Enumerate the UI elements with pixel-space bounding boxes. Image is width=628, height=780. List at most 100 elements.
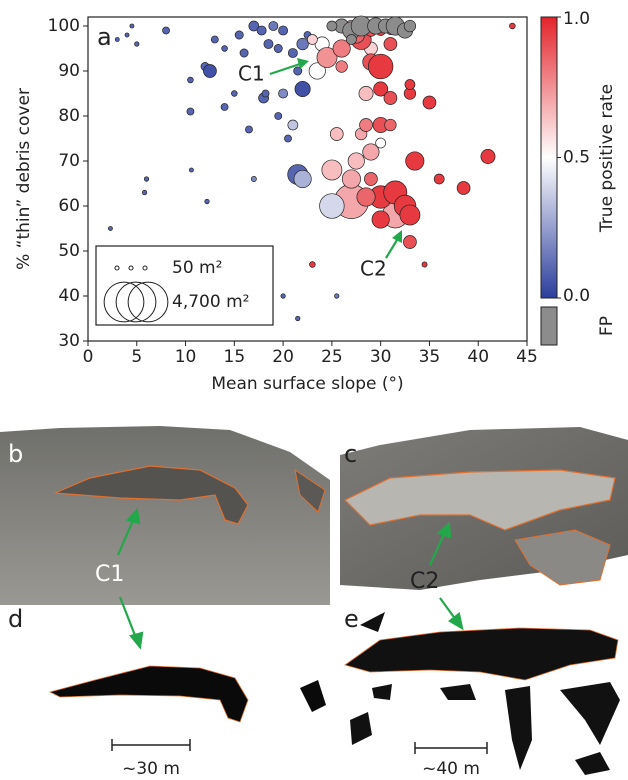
point: [274, 112, 283, 120]
colorbar-tick-label: 0.5: [563, 148, 590, 168]
colorbar: [540, 16, 558, 299]
x-tick-label: 5: [131, 347, 142, 367]
y-tick-label: 50: [58, 241, 80, 261]
x-tick-label: 40: [467, 347, 489, 367]
point: [114, 37, 120, 42]
point: [383, 91, 398, 105]
point: [358, 86, 374, 101]
point: [250, 176, 257, 182]
panel-label: e: [344, 605, 359, 633]
point: [273, 44, 283, 53]
point: [309, 261, 316, 268]
point: [295, 315, 301, 322]
point: [294, 80, 311, 98]
point: [316, 47, 338, 68]
point: [319, 193, 345, 219]
legend-label: 50 m²: [172, 258, 222, 278]
point: [332, 39, 351, 58]
x-tick-label: 30: [370, 347, 392, 367]
x-tick-label: 0: [83, 347, 94, 367]
y-tick-label: 60: [58, 196, 80, 216]
point: [364, 172, 378, 186]
point: [341, 169, 361, 189]
photo-c: [340, 427, 628, 590]
panel-label: c: [344, 440, 357, 468]
point: [287, 119, 299, 131]
point: [375, 137, 387, 149]
arrow: [385, 239, 398, 259]
point: [403, 235, 417, 249]
photo-b: [0, 426, 330, 605]
fp-point: [346, 34, 357, 45]
point: [141, 189, 148, 196]
point: [261, 89, 270, 98]
point: [284, 134, 292, 143]
legend-symbol: [115, 281, 157, 323]
panel-label: b: [8, 440, 23, 468]
point: [210, 35, 219, 44]
panel-label: d: [8, 605, 23, 633]
x-tick-label: 25: [321, 347, 343, 367]
annotation: C2: [360, 257, 387, 281]
point: [335, 60, 348, 73]
point: [268, 21, 279, 31]
x-axis-label: Mean surface slope (°): [211, 374, 403, 394]
point: [404, 79, 416, 90]
point: [143, 176, 150, 182]
point: [362, 143, 380, 161]
point: [421, 261, 428, 268]
mask-e: [344, 612, 620, 775]
point: [256, 25, 267, 36]
legend-label: 4,700 m²: [172, 292, 249, 312]
arrow: [269, 62, 301, 76]
point: [245, 125, 253, 134]
x-tick-label: 20: [272, 347, 294, 367]
point: [329, 127, 344, 141]
colorbar-tick-label: 1.0: [563, 9, 590, 29]
point: [187, 76, 194, 84]
y-axis-label: % “thin” debris cover: [14, 88, 34, 270]
point: [293, 169, 312, 189]
y-tick-label: 80: [58, 106, 80, 126]
scale-bars: [111, 739, 488, 754]
y-tick-label: 100: [48, 16, 80, 36]
point: [334, 293, 340, 299]
point: [321, 159, 343, 181]
legend-symbol: [127, 281, 169, 323]
legend-symbol: [114, 265, 120, 271]
point: [186, 107, 195, 116]
colorbar-label: True positive rate: [597, 84, 617, 233]
point: [280, 293, 286, 299]
mask-d: [48, 665, 326, 723]
point: [405, 151, 425, 171]
point: [204, 198, 210, 205]
legend-symbol: [103, 281, 145, 323]
fp-label: FP: [597, 316, 617, 336]
legend-symbol: [128, 265, 134, 271]
point: [359, 118, 373, 132]
point: [108, 226, 113, 231]
arrow-head: [297, 58, 309, 69]
point: [433, 173, 445, 185]
point: [383, 37, 398, 51]
panel-label: a: [97, 23, 112, 51]
x-tick-label: 10: [175, 347, 197, 367]
point: [308, 62, 326, 80]
scale-label: ~40 m: [422, 759, 480, 779]
point: [456, 181, 471, 195]
point: [278, 25, 289, 36]
point: [248, 20, 260, 32]
y-tick-label: 40: [58, 286, 80, 306]
point: [373, 81, 389, 97]
y-tick-label: 70: [58, 151, 80, 171]
point: [509, 22, 516, 30]
point: [399, 204, 421, 226]
legend-symbol: [142, 265, 148, 271]
arrow-head: [392, 230, 402, 243]
point: [384, 118, 397, 132]
point: [347, 152, 365, 170]
fp-point: [403, 19, 417, 33]
point: [296, 37, 309, 51]
y-tick-label: 90: [58, 61, 80, 81]
point: [368, 53, 394, 80]
